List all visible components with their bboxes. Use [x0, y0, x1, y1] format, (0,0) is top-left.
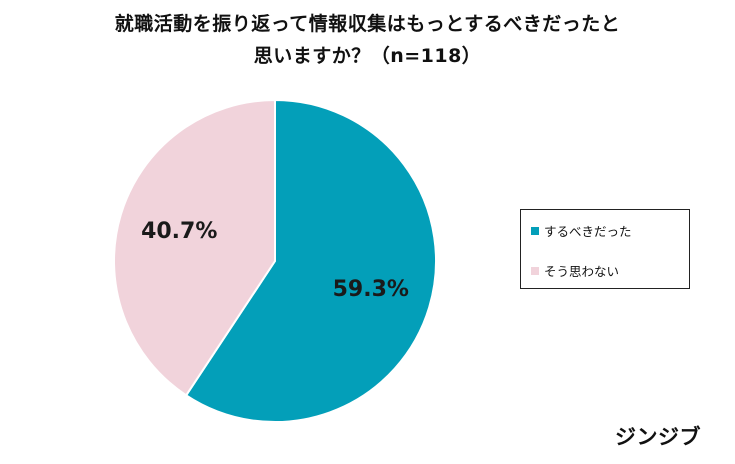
chart-title-line-1: 就職活動を振り返って情報収集はもっとするべきだったと — [114, 13, 621, 35]
legend-swatch-dont-think-so — [531, 266, 539, 275]
legend-swatch-should-have — [531, 226, 539, 235]
chart-title-line-2: 思いますか？（n=118） — [253, 45, 482, 67]
chart-title: 就職活動を振り返って情報収集はもっとするべきだったと 思いますか？（n=118） — [0, 8, 735, 72]
pie-label-dont-think-so: 40.7% — [141, 219, 217, 244]
legend-label-dont-think-so: そう思わない — [544, 264, 620, 279]
legend-item-should-have: するべきだった — [531, 221, 632, 240]
legend-item-dont-think-so: そう思わない — [531, 261, 619, 280]
legend-label-should-have: するべきだった — [544, 224, 632, 239]
chart-legend: するべきだった そう思わない — [520, 209, 690, 289]
pie-label-should-have: 59.3% — [333, 277, 409, 302]
pie-slice-should-have — [184, 98, 437, 423]
brand-logo: ジンジブ — [615, 425, 701, 449]
pie-slice-dont-think-so — [113, 98, 276, 397]
